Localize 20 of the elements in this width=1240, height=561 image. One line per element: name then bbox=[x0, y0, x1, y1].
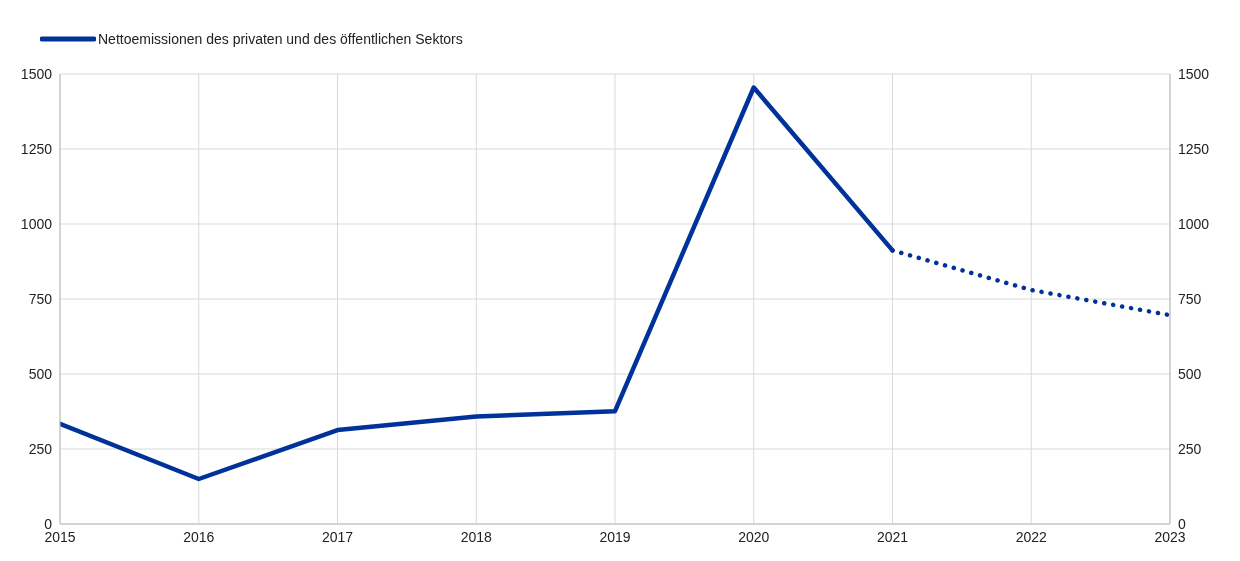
x-tick-label: 2021 bbox=[876, 528, 909, 545]
x-tick-label: 2019 bbox=[599, 528, 631, 545]
x-tick-label: 2022 bbox=[1015, 528, 1048, 545]
y2-tick-label: 1000 bbox=[1178, 215, 1210, 232]
y2-tick-label: 750 bbox=[1178, 290, 1202, 307]
y2-tick-label: 250 bbox=[1178, 440, 1202, 457]
y-tick-label: 250 bbox=[28, 440, 53, 457]
legend-label: Nettoemissionen des privaten und des öffentlichen Sektors bbox=[98, 31, 463, 47]
x-tick-label: 2020 bbox=[738, 528, 770, 545]
y-tick-label: 1500 bbox=[20, 65, 53, 82]
y-tick-label: 500 bbox=[28, 365, 53, 382]
y2-tick-label: 1250 bbox=[1178, 140, 1210, 157]
y2-tick-label: 1500 bbox=[1178, 65, 1210, 82]
y-tick-label: 1250 bbox=[20, 140, 53, 157]
x-tick-label: 2016 bbox=[183, 528, 215, 545]
y-tick-label: 1000 bbox=[20, 215, 53, 232]
x-tick-label: 2018 bbox=[460, 528, 493, 545]
y2-tick-label: 500 bbox=[1178, 365, 1202, 382]
y-tick-label: 750 bbox=[28, 290, 53, 307]
x-tick-label: 2017 bbox=[321, 528, 354, 545]
